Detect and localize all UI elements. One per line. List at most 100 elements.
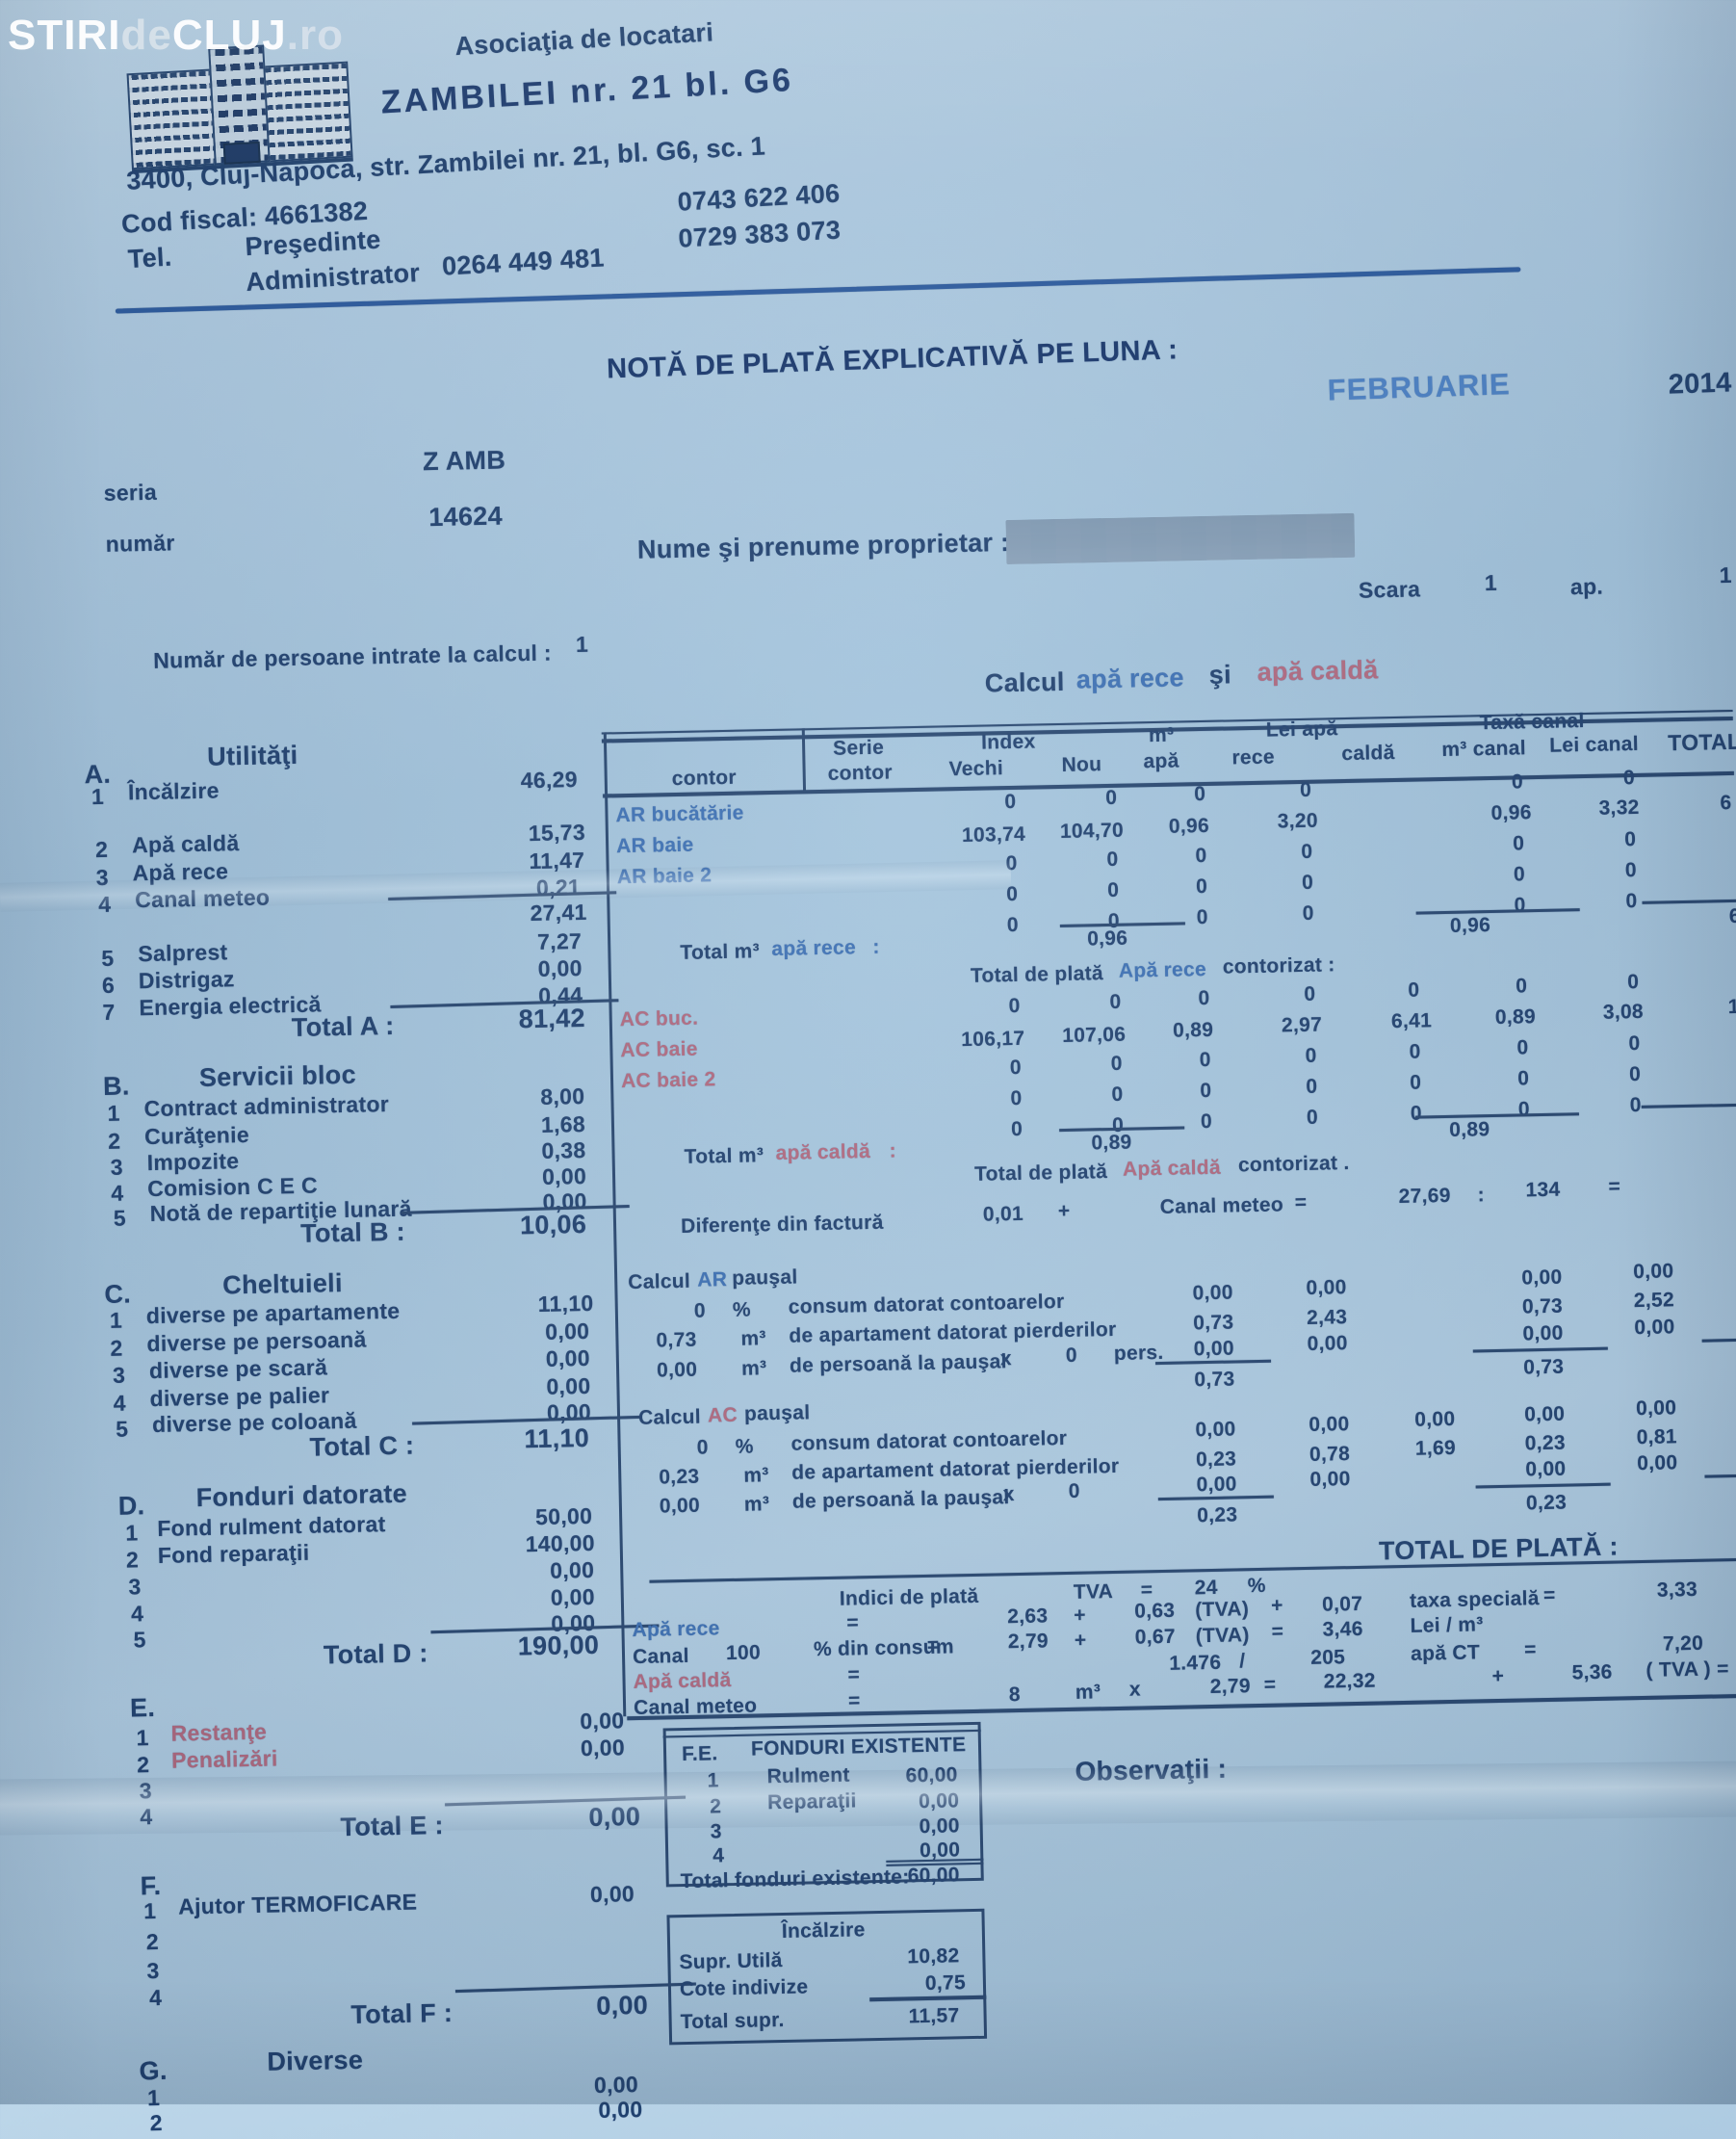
persons-label: Număr de persoane intrate la calcul : xyxy=(153,640,552,674)
col-header: contor xyxy=(827,761,893,785)
row-no: 2 xyxy=(137,1752,150,1778)
numar-value: 14624 xyxy=(428,502,503,534)
meter-label: AR bucătărie xyxy=(615,802,744,828)
cell: 106,17 xyxy=(961,1028,1024,1052)
col-header: Index xyxy=(981,730,1036,754)
value: 0,00 xyxy=(1522,1322,1564,1346)
watermark-cluj: CLUJ xyxy=(172,12,287,59)
cell: 0 xyxy=(1629,1063,1641,1086)
seria-value: Z AMB xyxy=(423,445,506,477)
value: 0,81 xyxy=(1636,1425,1677,1449)
diferente-value: 0,01 xyxy=(983,1203,1024,1227)
section-e-total-label: Total E : xyxy=(340,1811,444,1842)
row-value: 0,00 xyxy=(598,2097,643,2124)
ap-label: ap. xyxy=(1570,574,1604,601)
stiridecluj-watermark: STIRIdeCLUJ.ro xyxy=(8,12,344,60)
value: 2,52 xyxy=(1634,1289,1675,1313)
row-label: Contract administrator xyxy=(143,1091,389,1122)
diferente-label: Diferenţe din factură xyxy=(681,1212,884,1239)
percent-sign: % xyxy=(1247,1575,1265,1598)
cell: 0 xyxy=(1305,1045,1316,1068)
meter-label: AC baie 2 xyxy=(621,1068,716,1093)
row-no: 5 xyxy=(116,1417,129,1443)
sum-rule xyxy=(1702,1339,1736,1343)
row-label: Încălzire xyxy=(128,778,220,806)
total-ar-total-cut: 6 xyxy=(1729,905,1736,928)
value: 0,00 xyxy=(1309,1468,1351,1492)
value: 2,79 xyxy=(1008,1630,1049,1654)
section-g-title: Diverse xyxy=(267,2046,363,2077)
cell: 0 xyxy=(1197,906,1208,929)
total-m3-apa-calda: apă caldă xyxy=(775,1140,870,1165)
cell: 0,96 xyxy=(1490,801,1532,825)
row-no: 2 xyxy=(108,1129,121,1155)
sum-rule xyxy=(1704,1474,1736,1478)
col-header: m³ canal xyxy=(1441,737,1526,762)
section-c-total-label: Total C : xyxy=(309,1431,414,1463)
equals-sign: = xyxy=(1295,1191,1308,1214)
cell: 0 xyxy=(1307,1107,1318,1130)
section-d-title: Fonduri datorate xyxy=(195,1479,407,1513)
total-ac-m3canal-value: 0,89 xyxy=(1449,1118,1490,1142)
value: 0,00 xyxy=(1414,1408,1456,1432)
section-f-total-value: 0,00 xyxy=(596,1991,648,2022)
cell: 0 xyxy=(1624,828,1636,851)
row-value: 0,21 xyxy=(536,874,582,901)
row-no: 2 xyxy=(146,1929,160,1955)
total-ac-m3-value: 0,89 xyxy=(1091,1132,1132,1156)
plus-sign: + xyxy=(1058,1200,1071,1223)
total-ar-m3canal-value: 0,96 xyxy=(1450,914,1491,938)
row-no: 3 xyxy=(146,1958,160,1984)
value: 0,00 xyxy=(1308,1413,1350,1437)
value: 0,00 xyxy=(1633,1260,1674,1284)
cell: 0 xyxy=(1011,1118,1023,1141)
unit: % xyxy=(733,1299,751,1322)
row-value: 11,47 xyxy=(529,848,584,874)
row-label: Apă caldă xyxy=(132,830,240,858)
plus-sign: + xyxy=(1075,1630,1087,1653)
times-sign: x xyxy=(1129,1678,1141,1701)
indici-apa-rece-label: Apă rece xyxy=(632,1617,720,1642)
col-header: Lei canal xyxy=(1549,733,1639,758)
value: 0,73 xyxy=(1522,1295,1564,1319)
slash-sign: / xyxy=(1239,1650,1246,1673)
phone-president: 0743 622 406 xyxy=(677,179,841,218)
col-header: Serie xyxy=(833,737,884,761)
cell: 0 xyxy=(1006,883,1018,906)
value: 0,73 xyxy=(656,1329,697,1353)
total-plata-label: Total de plată xyxy=(971,962,1103,988)
value: 0,67 xyxy=(1135,1626,1177,1650)
cell: 0 xyxy=(1107,879,1119,902)
times-sign: x xyxy=(1003,1483,1015,1506)
cell: 3,08 xyxy=(1603,1001,1645,1025)
cell: 0 xyxy=(1625,890,1637,913)
total-rule xyxy=(1642,1104,1736,1109)
row-label: diverse pe apartamente xyxy=(146,1298,401,1329)
col-header: contor xyxy=(672,767,738,791)
cell: 0 xyxy=(1004,791,1016,814)
section-b-title: Servicii bloc xyxy=(199,1060,357,1093)
cell: 3,32 xyxy=(1598,796,1640,821)
association-label: Asociaţia de locatari xyxy=(454,17,714,62)
observatii-label: Observaţii : xyxy=(1075,1754,1227,1787)
section-b-total-value: 10,06 xyxy=(520,1210,587,1240)
row-no: 2 xyxy=(126,1547,140,1573)
value: 0,00 xyxy=(1637,1451,1678,1475)
cell: 0 xyxy=(1514,894,1525,917)
cell: 0 xyxy=(1010,1087,1022,1110)
row-value: 0,00 xyxy=(542,1163,587,1190)
section-c-letter: C. xyxy=(104,1279,131,1310)
value: 100 xyxy=(726,1641,761,1665)
row-no: 4 xyxy=(113,1391,126,1417)
row-value: 7,27 xyxy=(537,928,583,955)
row-no: 6 xyxy=(102,973,116,999)
cell: 0 xyxy=(1514,863,1525,886)
section-e-total-value: 0,00 xyxy=(588,1802,640,1833)
cell: 0 xyxy=(1109,991,1121,1014)
cell: 0,89 xyxy=(1173,1019,1214,1043)
row-label-restante: Restanţe xyxy=(170,1719,267,1747)
sum-rule xyxy=(1476,1483,1611,1489)
cell: 0 xyxy=(1625,859,1637,882)
scara-value: 1 xyxy=(1485,570,1498,596)
cell: 0 xyxy=(1627,971,1639,994)
